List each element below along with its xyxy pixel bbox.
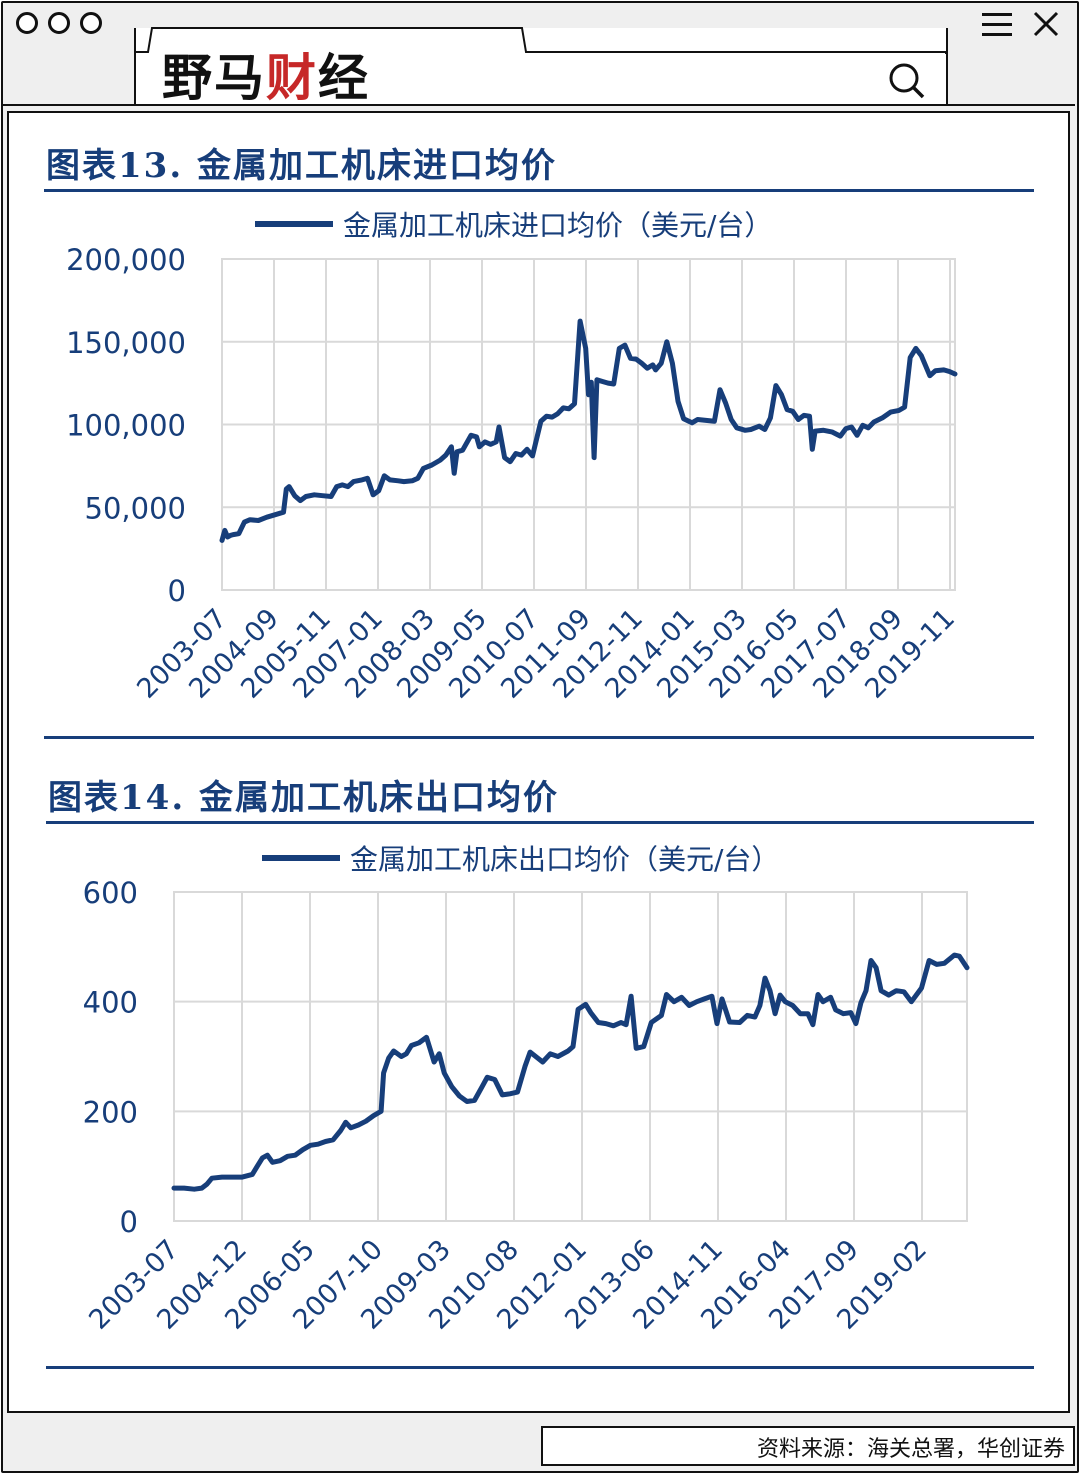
source-note: 资料来源：海关总署，华创证券 bbox=[756, 1437, 1065, 1462]
section-rule bbox=[44, 736, 1034, 739]
series-line bbox=[171, 952, 970, 1192]
title-rule bbox=[46, 821, 1034, 824]
brand-char: 财 bbox=[266, 49, 318, 107]
brand-char: 经 bbox=[318, 49, 370, 107]
y-tick-label: 0 bbox=[168, 574, 186, 608]
y-tick-label: 200 bbox=[83, 1095, 138, 1129]
y-tick-label: 600 bbox=[83, 876, 138, 910]
brand-logo: 野马财经 bbox=[162, 38, 370, 107]
browser-tab[interactable] bbox=[134, 28, 948, 106]
menu-icon[interactable] bbox=[982, 12, 1012, 38]
chart-title: 图表13. 金属加工机床进口均价 bbox=[46, 146, 557, 186]
window-dot-icon[interactable] bbox=[80, 12, 102, 34]
y-tick-label: 150,000 bbox=[66, 326, 186, 360]
y-tick-label: 200,000 bbox=[66, 243, 186, 277]
export-price-chart: 02004006002003-072004-122006-052007-1020… bbox=[83, 843, 970, 1336]
search-icon[interactable] bbox=[886, 60, 926, 100]
content-panel bbox=[7, 111, 1070, 1413]
close-icon[interactable] bbox=[1032, 10, 1060, 38]
legend-label: 金属加工机床进口均价（美元/台） bbox=[343, 209, 772, 242]
y-tick-label: 50,000 bbox=[85, 491, 186, 525]
plot-area bbox=[173, 891, 968, 1222]
window-controls bbox=[16, 12, 102, 34]
source-box: 资料来源：海关总署，华创证券 bbox=[541, 1426, 1075, 1466]
chart-title: 图表14. 金属加工机床出口均价 bbox=[48, 778, 559, 818]
import-price-chart: 050,000100,000150,000200,0002003-072004-… bbox=[66, 209, 961, 705]
y-tick-label: 0 bbox=[120, 1205, 138, 1239]
tab-outline bbox=[134, 27, 946, 54]
series-line bbox=[219, 318, 958, 543]
title-rule bbox=[44, 189, 1034, 192]
brand-text: 野马财经 bbox=[162, 49, 370, 107]
toolbar-divider bbox=[3, 104, 1075, 106]
window-dot-icon[interactable] bbox=[48, 12, 70, 34]
section-rule bbox=[46, 1366, 1034, 1369]
legend-label: 金属加工机床出口均价（美元/台） bbox=[350, 843, 779, 876]
brand-char: 野 bbox=[162, 49, 214, 107]
brand-char: 马 bbox=[214, 49, 266, 107]
y-tick-label: 400 bbox=[83, 986, 138, 1020]
window-dot-icon[interactable] bbox=[16, 12, 38, 34]
y-tick-label: 100,000 bbox=[66, 409, 186, 443]
